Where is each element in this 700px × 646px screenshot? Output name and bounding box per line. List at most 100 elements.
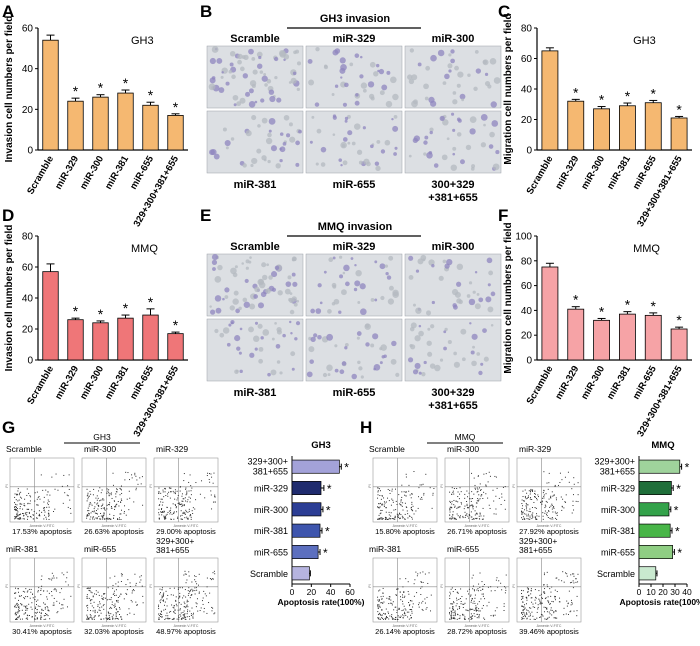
cell-blob [428,150,433,155]
event-dot [211,578,213,580]
event-dot [454,505,456,507]
event-dot [103,513,105,515]
event-dot [402,614,404,616]
event-dot [163,594,165,596]
event-dot [537,604,539,606]
event-dot [382,592,384,594]
micrograph-tile [305,253,403,317]
event-dot [18,599,20,601]
event-dot [379,502,381,504]
event-dot [16,512,18,514]
event-dot [48,513,50,515]
event-dot [462,517,464,519]
event-dot [61,485,63,487]
event-dot [17,511,19,513]
event-dot [95,510,97,512]
event-dot [175,603,177,605]
event-dot [46,596,48,598]
event-dot [120,513,122,515]
event-dot [20,603,22,605]
cell-blob [334,48,341,54]
event-dot [173,618,175,620]
event-dot [532,515,534,517]
event-dot [468,588,470,590]
event-dot [201,600,203,602]
event-dot [381,598,383,600]
event-dot [137,604,139,606]
event-dot [43,590,45,592]
event-dot [405,609,407,611]
event-dot [391,498,393,500]
event-dot [212,578,214,580]
cell-blob [456,263,464,271]
event-dot [179,486,181,488]
event-dot [536,611,538,613]
event-dot [478,610,480,612]
event-dot [394,516,396,518]
event-dot [170,507,172,509]
event-dot [16,504,18,506]
event-dot [14,493,16,495]
event-dot [480,489,482,491]
cell-blob [226,342,231,347]
event-dot [34,599,36,601]
micrograph-label: Scramble [230,33,280,45]
event-dot [480,494,482,496]
event-dot [556,512,558,514]
event-dot [37,591,39,593]
event-dot [142,602,144,604]
event-dot [181,505,183,507]
event-dot [166,612,168,614]
cell-blob [236,101,242,107]
cell-blob [274,322,277,325]
event-dot [27,615,29,617]
event-dot [459,615,461,617]
event-dot [470,613,472,615]
event-dot [116,601,118,603]
event-dot [89,587,91,589]
event-dot [378,604,380,606]
event-dot [477,588,479,590]
event-dot [523,612,525,614]
event-dot [475,513,477,515]
event-dot [181,503,183,505]
event-dot [472,585,474,587]
event-dot [112,617,114,619]
event-dot [383,505,385,507]
event-dot [522,516,524,518]
cell-blob [254,347,258,351]
event-dot [570,610,572,612]
cell-blob [213,153,220,160]
y-tick-label: 329+300+ [247,457,288,467]
event-dot [542,515,544,517]
event-dot [478,515,480,517]
event-dot [452,618,454,620]
event-dot [209,578,211,580]
event-dot [551,504,553,506]
event-dot [389,598,391,600]
event-dot [559,472,561,474]
flow-sample-label: Scramble [369,444,405,454]
event-dot [411,612,413,614]
event-dot [108,612,110,614]
bar [567,308,585,361]
event-dot [548,510,550,512]
event-dot [124,479,126,481]
cell-blob [380,295,385,301]
event-dot [542,584,544,586]
cell-blob [359,283,366,290]
event-dot [202,603,204,605]
event-dot [398,608,400,610]
event-dot [115,493,117,495]
event-dot [129,585,131,587]
event-dot [87,607,89,609]
event-dot [161,511,163,513]
event-dot [402,609,404,611]
event-dot [382,518,384,520]
event-dot [97,605,99,607]
event-dot [575,500,577,502]
cell-blob [362,88,367,93]
event-dot [449,509,451,511]
event-dot [503,609,505,611]
event-dot [170,491,172,493]
